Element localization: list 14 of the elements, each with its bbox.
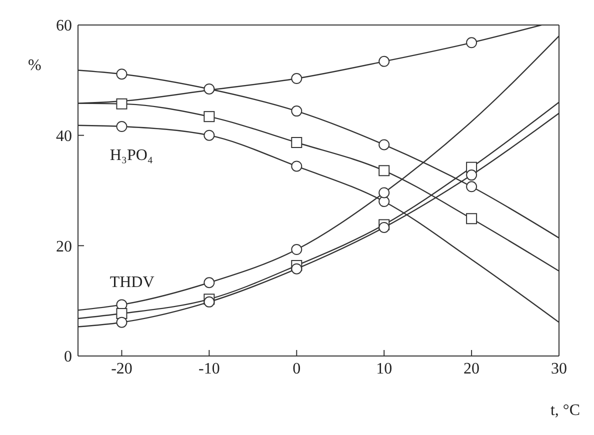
y-axis-title: % <box>28 57 42 76</box>
annotation: H₃PO₄ <box>110 146 153 165</box>
x-tick-label: -10 <box>198 360 220 378</box>
y-tick-label: 0 <box>64 348 72 366</box>
y-tick-label: 60 <box>56 18 72 35</box>
y-tick-label: 40 <box>56 128 72 146</box>
annotation: THDV <box>110 274 154 292</box>
x-axis-title: t, °C <box>550 402 580 420</box>
x-tick-label: 0 <box>292 360 301 378</box>
x-tick-label: -20 <box>111 360 132 378</box>
x-tick-label: 30 <box>551 360 567 378</box>
y-tick-label: 20 <box>56 238 72 256</box>
x-tick-label: 20 <box>464 360 480 378</box>
x-tick-label: 10 <box>376 360 392 378</box>
